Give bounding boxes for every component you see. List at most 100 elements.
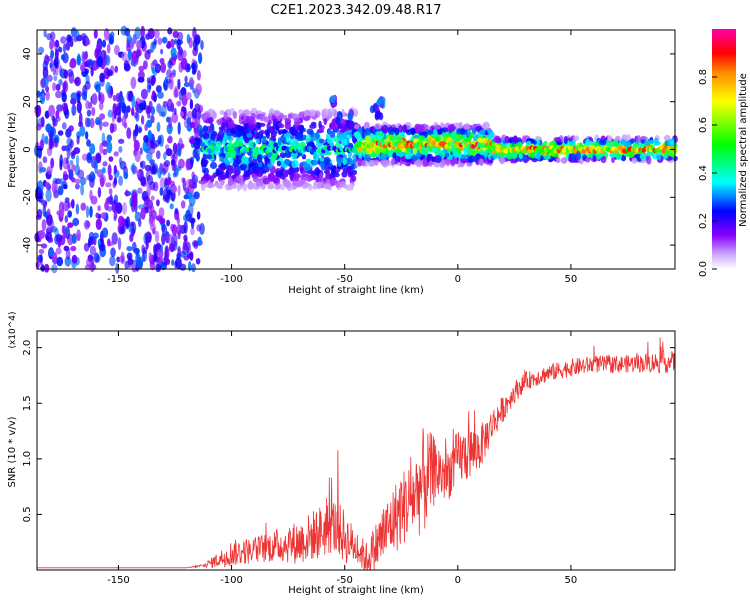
heatmap-cell	[347, 166, 353, 172]
heatmap-cell	[146, 48, 152, 55]
heatmap-cell	[55, 83, 61, 91]
snr-y-tick-label: 0.5	[22, 506, 33, 522]
heatmap-cell	[277, 137, 282, 146]
heatmap-cell	[189, 251, 194, 261]
heatmap-cell	[165, 258, 171, 266]
heatmap-cell	[63, 228, 69, 234]
heatmap-y-tick-label: 40	[22, 48, 33, 61]
heatmap-cell	[165, 148, 173, 157]
heatmap-cell	[83, 60, 89, 68]
heatmap-cell	[160, 48, 164, 55]
heatmap-cell	[303, 176, 308, 182]
heatmap-cell	[592, 155, 597, 162]
heatmap-cell	[70, 92, 78, 101]
heatmap-cell	[283, 169, 290, 174]
heatmap-cell	[339, 180, 347, 188]
heatmap-cell	[144, 199, 149, 206]
heatmap-cell	[86, 117, 91, 128]
heatmap-cell	[91, 173, 96, 181]
heatmap-cell	[194, 122, 198, 129]
heatmap-cell	[105, 82, 112, 94]
heatmap-cell	[42, 156, 48, 164]
heatmap-cell	[257, 110, 263, 115]
heatmap-cell	[113, 176, 118, 186]
heatmap-x-tick-label: 50	[565, 274, 578, 285]
heatmap-cell	[170, 47, 177, 58]
heatmap-cell	[67, 210, 73, 218]
heatmap-cell	[195, 36, 200, 46]
heatmap-cell	[118, 146, 123, 153]
heatmap-cell	[53, 56, 60, 69]
snr-x-tick-label: -100	[220, 575, 243, 586]
heatmap-cell	[480, 150, 486, 156]
heatmap-cell	[165, 78, 172, 84]
heatmap-cell	[273, 142, 279, 149]
heatmap-cell	[614, 139, 618, 149]
heatmap-cell	[615, 135, 621, 141]
heatmap-cell	[41, 93, 45, 99]
heatmap-cell	[247, 115, 255, 125]
heatmap-cell	[536, 151, 541, 161]
heatmap-cell	[361, 159, 366, 167]
heatmap-cell	[97, 186, 102, 198]
heatmap-cell	[239, 135, 245, 143]
heatmap-cell	[189, 121, 196, 129]
heatmap-y-tick-label: -20	[22, 189, 33, 205]
heatmap-cell	[125, 216, 131, 229]
heatmap-cell	[41, 264, 45, 273]
heatmap-cell	[636, 135, 641, 143]
heatmap-cell	[147, 27, 155, 40]
heatmap-cell	[421, 146, 430, 155]
heatmap-cell	[215, 140, 223, 148]
heatmap-cell	[148, 252, 152, 262]
heatmap-cell	[95, 212, 100, 219]
heatmap-cell	[67, 68, 74, 78]
heatmap-cell	[42, 205, 47, 217]
heatmap-cell	[484, 149, 488, 158]
snr-series-line	[37, 337, 676, 572]
heatmap-cell	[553, 137, 561, 142]
colorbar-tick-label: 0.6	[698, 117, 709, 133]
heatmap-cell	[374, 111, 380, 119]
heatmap-cell	[71, 177, 76, 183]
heatmap-cell	[183, 255, 190, 261]
heatmap-cell	[186, 117, 192, 125]
heatmap-cell	[177, 121, 181, 135]
heatmap-cell	[364, 128, 371, 136]
heatmap-cell	[149, 223, 157, 232]
heatmap-cell	[201, 157, 206, 164]
heatmap-cell	[264, 156, 270, 164]
heatmap-cell	[131, 95, 136, 109]
heatmap-cell	[121, 115, 127, 127]
snr-y-tick-label: 1.5	[22, 395, 33, 411]
heatmap-cell	[85, 39, 91, 46]
heatmap-cell	[198, 52, 203, 64]
heatmap-cell	[178, 89, 183, 102]
heatmap-cell	[444, 158, 451, 165]
heatmap-cell	[157, 256, 163, 265]
heatmap-cell	[332, 172, 340, 178]
heatmap-cell	[335, 115, 341, 124]
heatmap-cell	[99, 72, 105, 83]
heatmap-cell	[323, 183, 331, 189]
heatmap-cell	[52, 67, 56, 76]
heatmap-cell	[278, 123, 285, 129]
heatmap-cell	[415, 152, 423, 157]
heatmap-cell	[114, 65, 119, 73]
heatmap-cell	[38, 46, 45, 54]
heatmap-cell	[278, 130, 283, 135]
heatmap-cell	[70, 245, 77, 252]
heatmap-cell	[156, 103, 162, 114]
heatmap-cell	[345, 119, 351, 128]
heatmap-panel: -150 -100 -50 0 50 -40 -20 0 20 40 Height of stra…	[7, 25, 678, 296]
heatmap-cell	[63, 69, 68, 79]
heatmap-cell	[68, 125, 74, 132]
snr-x-axis-label: Height of straight line (km)	[288, 585, 424, 596]
heatmap-cell	[599, 139, 607, 146]
heatmap-axes: -150 -100 -50 0 50 -40 -20 0 20 40	[22, 30, 675, 285]
heatmap-cell	[38, 229, 46, 239]
heatmap-cell	[235, 159, 242, 165]
heatmap-cell	[347, 112, 353, 121]
heatmap-cell	[297, 124, 305, 132]
